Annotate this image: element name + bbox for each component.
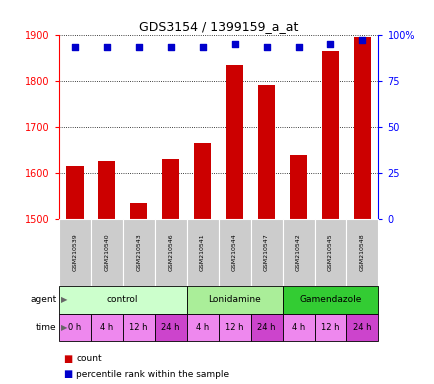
Text: time: time [36,323,56,332]
Text: GSM210544: GSM210544 [232,233,237,271]
Text: 4 h: 4 h [196,323,209,332]
Text: agent: agent [30,295,56,305]
Point [135,45,142,51]
Bar [257,85,275,219]
Text: GSM210539: GSM210539 [72,233,77,271]
Title: GDS3154 / 1399159_a_at: GDS3154 / 1399159_a_at [138,20,298,33]
Bar [66,166,83,219]
Text: 24 h: 24 h [256,323,275,332]
Text: GSM210548: GSM210548 [359,234,364,271]
Text: percentile rank within the sample: percentile rank within the sample [76,369,229,379]
Bar [353,37,370,219]
Text: 12 h: 12 h [320,323,339,332]
Text: 12 h: 12 h [129,323,148,332]
Bar [321,51,339,219]
Text: 0 h: 0 h [68,323,81,332]
Text: Gamendazole: Gamendazole [299,295,361,305]
Text: ▶: ▶ [61,295,67,305]
Text: 12 h: 12 h [225,323,243,332]
Point [103,45,110,51]
Text: ■: ■ [63,354,72,364]
Point [326,41,333,47]
Point [199,45,206,51]
Text: ▶: ▶ [61,323,67,332]
Text: 24 h: 24 h [161,323,180,332]
Text: Lonidamine: Lonidamine [208,295,260,305]
Point [167,45,174,51]
Bar [194,143,211,219]
Bar [289,155,306,219]
Point [263,45,270,51]
Text: GSM210547: GSM210547 [263,233,268,271]
Point [71,45,78,51]
Bar [161,159,179,219]
Text: control: control [107,295,138,305]
Point [294,45,301,51]
Point [230,41,237,47]
Bar [98,161,115,219]
Text: count: count [76,354,102,363]
Bar [225,65,243,219]
Point [358,37,365,43]
Text: GSM210546: GSM210546 [168,234,173,271]
Text: 24 h: 24 h [352,323,371,332]
Text: GSM210545: GSM210545 [327,234,332,271]
Text: 4 h: 4 h [291,323,304,332]
Text: ■: ■ [63,369,72,379]
Text: GSM210541: GSM210541 [200,234,204,271]
Text: GSM210540: GSM210540 [104,234,109,271]
Text: GSM210543: GSM210543 [136,233,141,271]
Text: 4 h: 4 h [100,323,113,332]
Text: GSM210542: GSM210542 [296,233,300,271]
Bar [130,203,147,219]
